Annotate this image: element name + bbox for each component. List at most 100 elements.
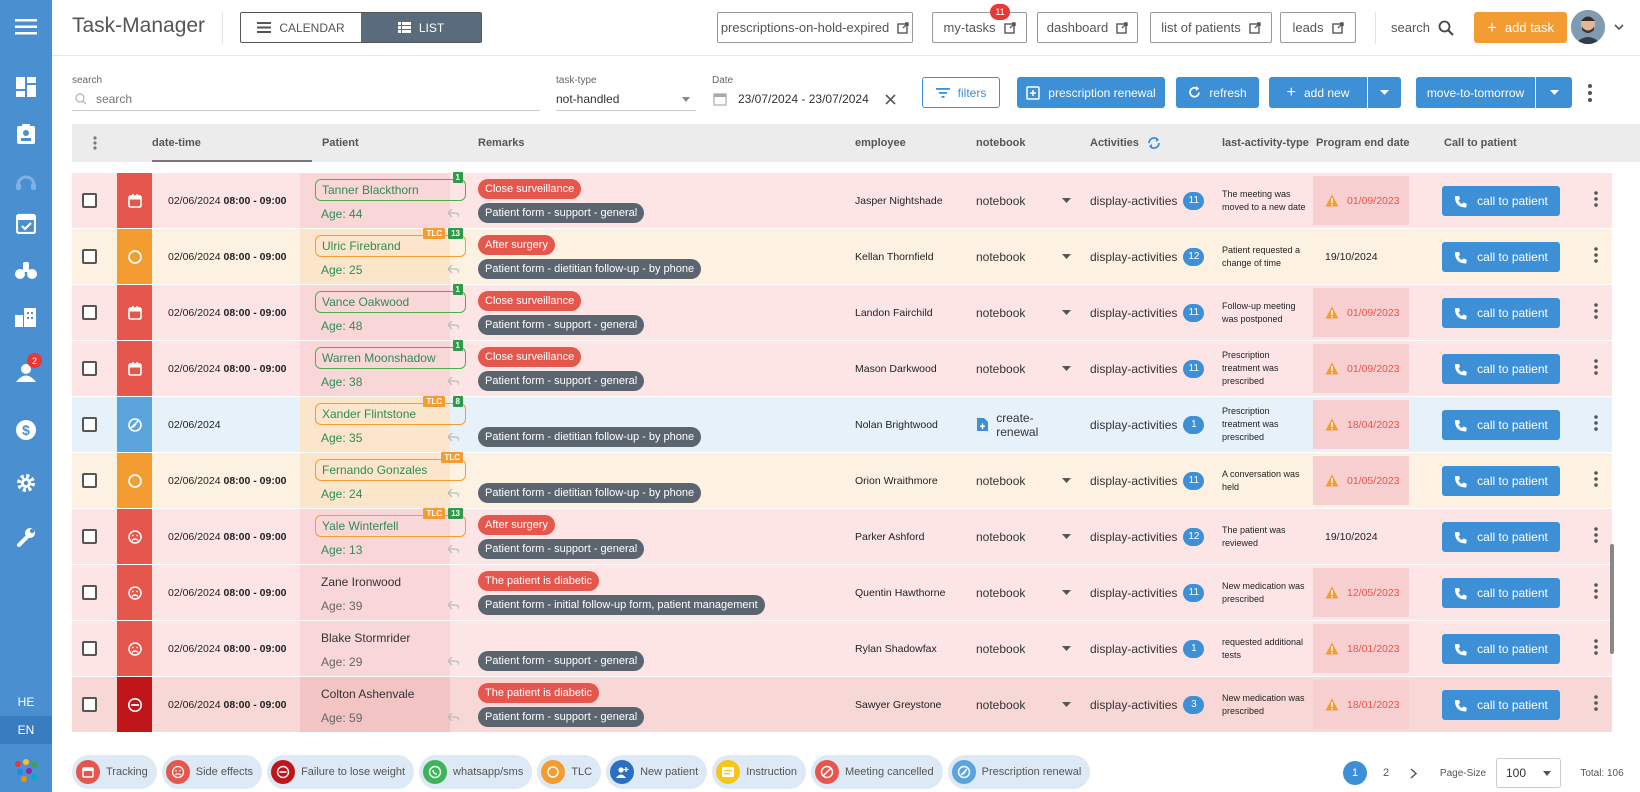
clipboard-user-icon[interactable] bbox=[0, 117, 52, 151]
column-options-icon[interactable] bbox=[93, 136, 97, 150]
legend-item[interactable]: whatsapp/sms bbox=[419, 755, 533, 789]
create-renewal-button[interactable]: create-renewal bbox=[976, 397, 1071, 452]
notebook-select[interactable]: notebook bbox=[976, 341, 1071, 396]
row-menu-icon[interactable] bbox=[1594, 359, 1598, 375]
display-activities-link[interactable]: display-activities 11 bbox=[1090, 453, 1205, 508]
col-notebook[interactable]: notebook bbox=[976, 137, 1026, 149]
notebook-select[interactable]: notebook bbox=[976, 453, 1071, 508]
row-menu-icon[interactable] bbox=[1594, 583, 1598, 599]
table-row[interactable]: 02/06/2024 08:00 - 09:00 Blake Stormrider… bbox=[72, 621, 1612, 677]
list-of-patients-link[interactable]: list of patients bbox=[1150, 12, 1272, 43]
reply-icon[interactable] bbox=[448, 209, 459, 218]
reply-icon[interactable] bbox=[448, 265, 459, 274]
legend-item[interactable]: TLC bbox=[537, 755, 602, 789]
page-size-select[interactable]: 100 bbox=[1496, 758, 1561, 788]
call-to-patient-button[interactable]: call to patient bbox=[1442, 242, 1560, 272]
row-checkbox[interactable] bbox=[82, 697, 97, 712]
refresh-button[interactable]: refresh bbox=[1176, 77, 1259, 108]
patient-name[interactable]: Fernando Gonzales TLC bbox=[315, 452, 466, 481]
row-checkbox[interactable] bbox=[82, 361, 97, 376]
call-to-patient-button[interactable]: call to patient bbox=[1442, 410, 1560, 440]
move-to-tomorrow-button[interactable]: move-to-tomorrow bbox=[1416, 77, 1535, 108]
gear-icon[interactable] bbox=[0, 466, 52, 500]
clear-date-icon[interactable] bbox=[885, 94, 896, 105]
list-view-button[interactable]: LIST bbox=[361, 13, 481, 42]
patient-name[interactable]: Xander Flintstone TLC 8 bbox=[315, 396, 466, 425]
wrench-icon[interactable] bbox=[0, 520, 52, 554]
calendar-view-button[interactable]: CALENDAR bbox=[241, 13, 361, 42]
patient-name[interactable]: Warren Moonshadow 1 bbox=[315, 340, 466, 369]
headset-icon[interactable] bbox=[0, 164, 52, 198]
notebook-select[interactable]: notebook bbox=[976, 677, 1071, 732]
date-range-input[interactable]: 23/07/2024 - 23/07/2024 bbox=[738, 92, 869, 106]
table-row[interactable]: 02/06/2024 Xander Flintstone TLC 8 Age: 35 P… bbox=[72, 396, 1612, 453]
call-to-patient-button[interactable]: call to patient bbox=[1442, 354, 1560, 384]
global-search-button[interactable]: search bbox=[1391, 12, 1454, 43]
notebook-select[interactable]: notebook bbox=[976, 173, 1071, 228]
row-menu-icon[interactable] bbox=[1594, 471, 1598, 487]
row-menu-icon[interactable] bbox=[1594, 695, 1598, 711]
dollar-icon[interactable]: $ bbox=[0, 413, 52, 447]
reply-icon[interactable] bbox=[448, 545, 459, 554]
table-row[interactable]: 02/06/2024 08:00 - 09:00 Yale Winterfell T… bbox=[72, 508, 1612, 565]
patient-name[interactable]: Colton Ashenvale bbox=[315, 683, 466, 705]
patient-name[interactable]: Zane Ironwood bbox=[315, 571, 466, 593]
col-activities[interactable]: Activities bbox=[1090, 124, 1161, 162]
display-activities-link[interactable]: display-activities 1 bbox=[1090, 397, 1205, 452]
table-row[interactable]: 02/06/2024 08:00 - 09:00 Tanner Blackthor… bbox=[72, 172, 1612, 229]
users-icon[interactable]: 2 bbox=[0, 353, 52, 389]
more-options-icon[interactable] bbox=[1588, 84, 1592, 102]
legend-item[interactable]: Meeting cancelled bbox=[810, 755, 943, 789]
table-row[interactable]: 02/06/2024 08:00 - 09:00 Ulric Firebrand T… bbox=[72, 228, 1612, 285]
notebook-select[interactable]: notebook bbox=[976, 565, 1071, 620]
row-menu-icon[interactable] bbox=[1594, 191, 1598, 207]
display-activities-link[interactable]: display-activities 12 bbox=[1090, 229, 1205, 284]
call-to-patient-button[interactable]: call to patient bbox=[1442, 466, 1560, 496]
legend-item[interactable]: New patient bbox=[606, 755, 708, 789]
row-checkbox[interactable] bbox=[82, 249, 97, 264]
notebook-select[interactable]: notebook bbox=[976, 621, 1071, 676]
building-icon[interactable] bbox=[0, 300, 52, 334]
prescription-renewal-button[interactable]: prescription renewal bbox=[1017, 77, 1165, 108]
table-row[interactable]: 02/06/2024 08:00 - 09:00 Vance Oakwood 1 Ag… bbox=[72, 284, 1612, 341]
table-row[interactable]: 02/06/2024 08:00 - 09:00 Fernando Gonzale… bbox=[72, 452, 1612, 509]
legend-item[interactable]: Tracking bbox=[72, 755, 157, 789]
search-input[interactable] bbox=[96, 89, 516, 109]
display-activities-link[interactable]: display-activities 3 bbox=[1090, 677, 1205, 732]
sync-icon[interactable] bbox=[1147, 136, 1161, 150]
patient-name[interactable]: Ulric Firebrand TLC 13 bbox=[315, 228, 466, 257]
row-menu-icon[interactable] bbox=[1594, 415, 1598, 431]
row-checkbox[interactable] bbox=[82, 417, 97, 432]
patient-name[interactable]: Tanner Blackthorn 1 bbox=[315, 172, 466, 201]
lang-he[interactable]: HE bbox=[17, 695, 35, 709]
patient-name[interactable]: Yale Winterfell TLC 13 bbox=[315, 508, 466, 537]
reply-icon[interactable] bbox=[448, 601, 459, 610]
row-menu-icon[interactable] bbox=[1594, 639, 1598, 655]
row-checkbox[interactable] bbox=[82, 473, 97, 488]
add-new-button[interactable]: + add new bbox=[1269, 77, 1367, 108]
row-menu-icon[interactable] bbox=[1594, 247, 1598, 263]
add-task-button[interactable]: + add task bbox=[1474, 12, 1567, 43]
call-to-patient-button[interactable]: call to patient bbox=[1442, 578, 1560, 608]
row-checkbox[interactable] bbox=[82, 529, 97, 544]
legend-item[interactable]: Side effects bbox=[161, 755, 263, 789]
call-to-patient-button[interactable]: call to patient bbox=[1442, 298, 1560, 328]
filters-button[interactable]: filters bbox=[922, 77, 1000, 108]
my-tasks-link[interactable]: my-tasks 11 bbox=[932, 4, 1027, 43]
dashboard-icon[interactable] bbox=[0, 70, 52, 104]
calendar-check-icon[interactable] bbox=[0, 206, 52, 240]
col-patient[interactable]: Patient bbox=[322, 137, 359, 149]
patient-name[interactable]: Vance Oakwood 1 bbox=[315, 284, 466, 313]
patient-name[interactable]: Blake Stormrider bbox=[315, 627, 466, 649]
col-remarks[interactable]: Remarks bbox=[478, 137, 525, 149]
notebook-select[interactable]: notebook bbox=[976, 509, 1071, 564]
move-to-tomorrow-dropdown[interactable] bbox=[1536, 77, 1572, 108]
col-datetime[interactable]: date-time bbox=[152, 137, 201, 149]
call-to-patient-button[interactable]: call to patient bbox=[1442, 634, 1560, 664]
col-employee[interactable]: employee bbox=[855, 137, 906, 149]
lang-en[interactable]: EN bbox=[0, 716, 52, 744]
legend-item[interactable]: Instruction bbox=[712, 755, 806, 789]
col-program-end[interactable]: Program end date bbox=[1316, 137, 1410, 149]
reply-icon[interactable] bbox=[448, 377, 459, 386]
reply-icon[interactable] bbox=[448, 713, 459, 722]
